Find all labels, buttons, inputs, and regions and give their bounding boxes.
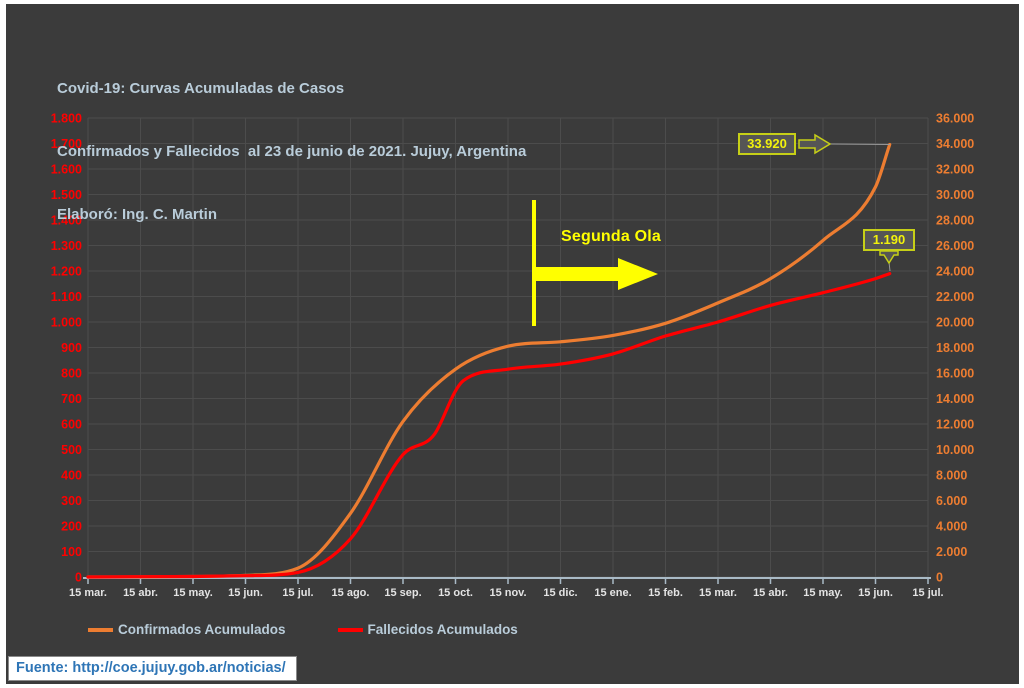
y-left-tick-label: 1.600 (51, 163, 82, 177)
y-left-tick-label: 400 (61, 469, 82, 483)
legend: Confirmados Acumulados Fallecidos Acumul… (88, 622, 518, 637)
y-right-tick-label: 18.000 (936, 341, 974, 355)
legend-label-confirmados: Confirmados Acumulados (118, 622, 286, 637)
y-left-tick-label: 0 (75, 571, 82, 585)
x-tick-label: 15 feb. (648, 587, 683, 599)
y-left-tick-label: 1.500 (51, 188, 82, 202)
x-tick-label: 15 nov. (489, 587, 526, 599)
y-right-tick-label: 14.000 (936, 392, 974, 406)
x-tick-label: 15 dic. (543, 587, 577, 599)
chart-panel: 1.800 1.700 1.600 1.500 1.400 1.300 1.200 1.100… (6, 4, 1019, 684)
y-right-tick-label: 32.000 (936, 163, 974, 177)
y-right-tick-label: 16.000 (936, 367, 974, 381)
y-right-tick-label: 0 (936, 571, 943, 585)
y-left-tick-label: 1.400 (51, 214, 82, 228)
x-tick-label: 15 mar. (699, 587, 737, 599)
x-tick-label: 15 jul. (912, 587, 943, 599)
legend-label-fallecidos: Fallecidos Acumulados (367, 622, 518, 637)
y-right-tick-label: 2.000 (936, 545, 967, 559)
y-left-tick-label: 1.000 (51, 316, 82, 330)
x-tick-label: 15 jun. (858, 587, 893, 599)
y-axis-right-labels: 36.000 34.000 32.000 30.000 28.000 26.000 24.0… (936, 112, 974, 585)
y-right-tick-label: 34.000 (936, 137, 974, 151)
y-left-tick-label: 1.800 (51, 112, 82, 126)
x-axis (83, 577, 931, 584)
y-left-tick-label: 700 (61, 392, 82, 406)
chart-svg: 1.800 1.700 1.600 1.500 1.400 1.300 1.200 1.100… (51, 112, 975, 600)
x-tick-label: 15 jun. (228, 587, 263, 599)
segunda-ola-label: Segunda Ola (561, 228, 661, 245)
legend-swatch-fallecidos (337, 627, 363, 632)
legend-item-fallecidos: Fallecidos Acumulados (337, 622, 518, 637)
y-right-tick-label: 12.000 (936, 418, 974, 432)
x-tick-label: 15 abr. (123, 587, 158, 599)
y-right-tick-label: 28.000 (936, 214, 974, 228)
confirmados-end-callout: 33.920 (738, 133, 796, 155)
y-right-tick-label: 26.000 (936, 239, 974, 253)
y-axis-left-labels: 1.800 1.700 1.600 1.500 1.400 1.300 1.200 1.100… (51, 112, 82, 585)
x-axis-labels: 15 mar. 15 abr. 15 may. 15 jun. 15 jul. 15 ag… (69, 587, 944, 599)
segunda-ola-annotation (532, 200, 658, 326)
y-right-tick-label: 4.000 (936, 520, 967, 534)
y-left-tick-label: 1.100 (51, 290, 82, 304)
confirmados-callout-arrow-icon (798, 133, 832, 155)
x-tick-label: 15 jul. (282, 587, 313, 599)
y-left-tick-label: 1.200 (51, 265, 82, 279)
fallecidos-callout-arrow-icon (879, 250, 899, 265)
series-line-fallecidos (86, 272, 892, 579)
y-right-tick-label: 6.000 (936, 494, 967, 508)
x-tick-label: 15 ago. (332, 587, 370, 599)
chart-title-line2: Confirmados y Fallecidos al 23 de junio … (57, 143, 527, 160)
y-left-tick-label: 600 (61, 418, 82, 432)
y-left-tick-label: 200 (61, 520, 82, 534)
end-callout-connectors (798, 133, 899, 272)
y-right-tick-label: 30.000 (936, 188, 974, 202)
x-tick-label: 15 ene. (594, 587, 631, 599)
chart-title: Covid-19: Curvas Acumuladas de Casos Con… (57, 36, 526, 267)
y-left-tick-label: 1.300 (51, 239, 82, 253)
x-tick-label: 15 mar. (69, 587, 107, 599)
y-right-tick-label: 24.000 (936, 265, 974, 279)
y-left-tick-label: 100 (61, 545, 82, 559)
segunda-ola-arrow-icon (532, 258, 658, 290)
x-tick-label: 15 may. (803, 587, 843, 599)
confirmados-leader-line (829, 143, 891, 145)
y-left-tick-label: 300 (61, 494, 82, 508)
y-left-tick-label: 500 (61, 443, 82, 457)
x-tick-label: 15 may. (173, 587, 213, 599)
chart-title-line1: Covid-19: Curvas Acumuladas de Casos (57, 80, 345, 97)
y-left-tick-label: 800 (61, 367, 82, 381)
chart-title-line3: Elaboró: Ing. C. Martin (57, 206, 217, 223)
y-left-tick-label: 1.700 (51, 137, 82, 151)
y-right-tick-label: 8.000 (936, 469, 967, 483)
y-left-tick-label: 900 (61, 341, 82, 355)
legend-item-confirmados: Confirmados Acumulados (88, 622, 286, 637)
y-right-tick-label: 20.000 (936, 316, 974, 330)
x-tick-label: 15 abr. (753, 587, 788, 599)
fallecidos-end-callout: 1.190 (863, 229, 915, 251)
source-box: Fuente: http://coe.jujuy.gob.ar/noticias… (8, 656, 297, 681)
y-right-tick-label: 10.000 (936, 443, 974, 457)
x-tick-label: 15 oct. (438, 587, 473, 599)
y-right-tick-label: 36.000 (936, 112, 974, 126)
y-right-tick-label: 22.000 (936, 290, 974, 304)
gridlines (87, 117, 929, 578)
source-link-text[interactable]: Fuente: http://coe.jujuy.gob.ar/noticias… (16, 660, 286, 676)
legend-swatch-confirmados (88, 627, 113, 632)
x-tick-label: 15 sep. (384, 587, 421, 599)
